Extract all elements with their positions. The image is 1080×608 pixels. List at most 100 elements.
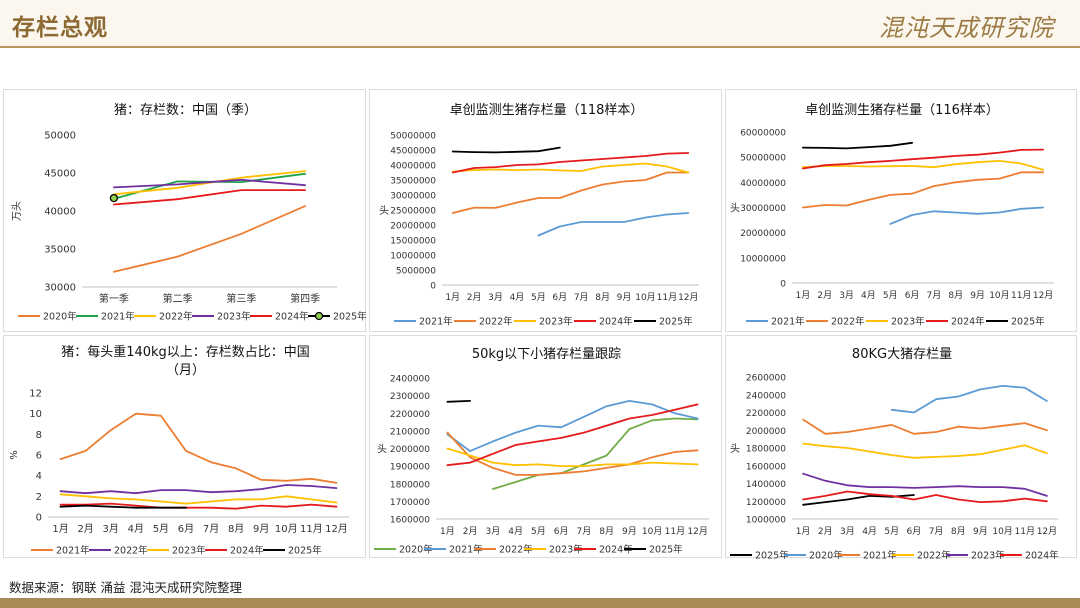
legend-item: 2024年 <box>574 544 633 556</box>
legend-label: 2024年 <box>230 545 264 557</box>
legend-label: 2021年 <box>863 550 897 560</box>
legend-label: 2023年 <box>971 550 1005 560</box>
legend-item: 2023年 <box>147 545 206 557</box>
x-tick-label: 1月 <box>445 292 460 303</box>
y-tick-label: 30000 <box>44 283 76 294</box>
series-line-2024年 <box>802 490 1048 503</box>
legend-item: 2023年 <box>514 316 573 328</box>
y-tick-label: 20000000 <box>390 222 436 232</box>
y-tick-label: 15000000 <box>390 237 436 247</box>
x-tick-label: 6月 <box>907 526 922 537</box>
chart-title-line2: （月） <box>166 363 205 378</box>
x-tick-label: 9月 <box>622 526 637 537</box>
series-line-2025年 <box>446 400 471 403</box>
chart-svg: 80KG大猪存栏量 1000000 1200000 1400000 1600000 180… <box>730 347 1059 560</box>
series-line-2023年 <box>113 178 306 189</box>
legend-label: 2022年 <box>114 545 148 557</box>
series-line-2021年 <box>802 418 1048 435</box>
chart-panel-piglet-inventory: 50kg以下小猪存栏量跟踪 1600000 1700000 1800000 190000… <box>369 335 722 558</box>
x-tick-label: 3月 <box>103 523 119 535</box>
legend-item: 2024年 <box>1000 550 1059 560</box>
legend-label: 2025年 <box>1011 316 1045 328</box>
series-line-2023年 <box>802 472 1048 497</box>
x-tick-label: 4月 <box>510 292 525 303</box>
y-tick-label: 4 <box>36 471 42 482</box>
chart-panel-zhuochuang-118: 卓创监测生猪存栏量（118样本） 0 5000000 10000000 15000000… <box>369 89 722 332</box>
x-tick-label: 1月 <box>796 290 811 301</box>
x-tick-label: 1月 <box>52 523 68 535</box>
legend-item: 2024年 <box>926 316 985 328</box>
x-tick-label: 12月 <box>325 523 348 535</box>
series-line-2022年 <box>451 171 690 214</box>
y-tick-label: 50000000 <box>740 154 786 164</box>
series-line-2020年 <box>890 385 1048 414</box>
legend-item: 2023年 <box>866 316 925 328</box>
chart-svg: 猪：存栏数：中国（季） 30000 35000 40000 45000 50000 第一季 第… <box>11 103 367 323</box>
legend-label: 2023年 <box>172 545 206 557</box>
y-tick-label: 2400000 <box>390 375 430 385</box>
x-tick-label: 5月 <box>531 292 546 303</box>
legend-item: 2020年 <box>374 544 433 556</box>
series-line-2024年 <box>451 152 690 174</box>
legend-item: 2024年 <box>574 316 633 328</box>
x-tick-label: 2月 <box>467 292 482 303</box>
legend-item: 2024年 <box>205 545 264 557</box>
legend-item: 2021年 <box>76 311 135 323</box>
chart-title: 50kg以下小猪存栏量跟踪 <box>472 347 621 362</box>
y-tick-label: 1400000 <box>746 480 786 490</box>
x-tick-label: 3月 <box>488 292 503 303</box>
legend-label: 2025年 <box>333 311 367 323</box>
legend-item: 2025年 <box>308 311 367 323</box>
y-axis-label: 万头 <box>11 201 23 221</box>
x-tick-label: 1月 <box>440 526 455 537</box>
y-tick-label: 35000 <box>44 245 76 256</box>
y-tick-label: 35000000 <box>390 177 436 187</box>
x-tick-label: 10月 <box>635 292 655 303</box>
series-line-2022年 <box>802 442 1048 459</box>
legend-label: 2023年 <box>549 544 583 556</box>
x-tick-label: 2月 <box>818 526 833 537</box>
x-tick-label: 12月 <box>678 292 698 303</box>
legend-label: 2022年 <box>917 550 951 560</box>
chart-panel-heavy-hog-share: 猪：每头重140kg以上：存栏数占比：中国 （月） 0 2 4 6 8 10 12 1月 2月 3月 4… <box>3 335 366 558</box>
series-line-2021年 <box>889 206 1044 225</box>
x-tick-label: 2月 <box>77 523 93 535</box>
x-tick-label: 8月 <box>948 290 963 301</box>
y-tick-label: 40000000 <box>390 162 436 172</box>
y-tick-label: 1800000 <box>390 480 430 490</box>
legend-label: 2021年 <box>101 311 135 323</box>
y-tick-label: 10000000 <box>740 254 786 264</box>
legend-label: 2024年 <box>1025 550 1059 560</box>
header-divider <box>0 46 1080 48</box>
x-tick-label: 第四季 <box>290 292 320 305</box>
footer-bar <box>0 598 1080 608</box>
legend-label: 2022年 <box>499 544 533 556</box>
legend-item: 2024年 <box>250 311 309 323</box>
y-tick-label: 2200000 <box>746 409 786 419</box>
y-tick-label: 1600000 <box>746 462 786 472</box>
x-tick-label: 3月 <box>486 526 501 537</box>
legend-label: 2022年 <box>479 316 513 328</box>
y-tick-label: 12 <box>29 389 42 400</box>
y-tick-label: 1900000 <box>390 463 430 473</box>
series-line-2020年 <box>113 205 306 273</box>
x-tick-label: 10月 <box>642 526 662 537</box>
legend-marker <box>314 311 324 321</box>
chart-svg: 卓创监测生猪存栏量（118样本） 0 5000000 10000000 15000000… <box>379 103 699 328</box>
series-line-2021年 <box>59 412 338 484</box>
series-line-2021年 <box>446 400 699 452</box>
legend-label: 2025年 <box>755 550 789 560</box>
y-tick-label: 2600000 <box>746 374 786 384</box>
x-tick-label: 5月 <box>883 290 898 301</box>
legend-label: 2024年 <box>599 544 633 556</box>
x-tick-label: 11月 <box>1011 290 1031 301</box>
y-tick-label: 40000000 <box>740 179 786 189</box>
data-source-note: 数据来源：钢联 涌益 混沌天成研究院整理 <box>9 580 242 595</box>
y-tick-label: 30000000 <box>740 204 786 214</box>
x-tick-label: 10月 <box>989 290 1009 301</box>
legend-item: 2025年 <box>624 544 683 556</box>
legend-item: 2022年 <box>134 311 193 323</box>
series-line-2023年 <box>451 162 690 174</box>
series-line-2025年 <box>59 504 187 509</box>
legend-item: 2022年 <box>806 316 865 328</box>
